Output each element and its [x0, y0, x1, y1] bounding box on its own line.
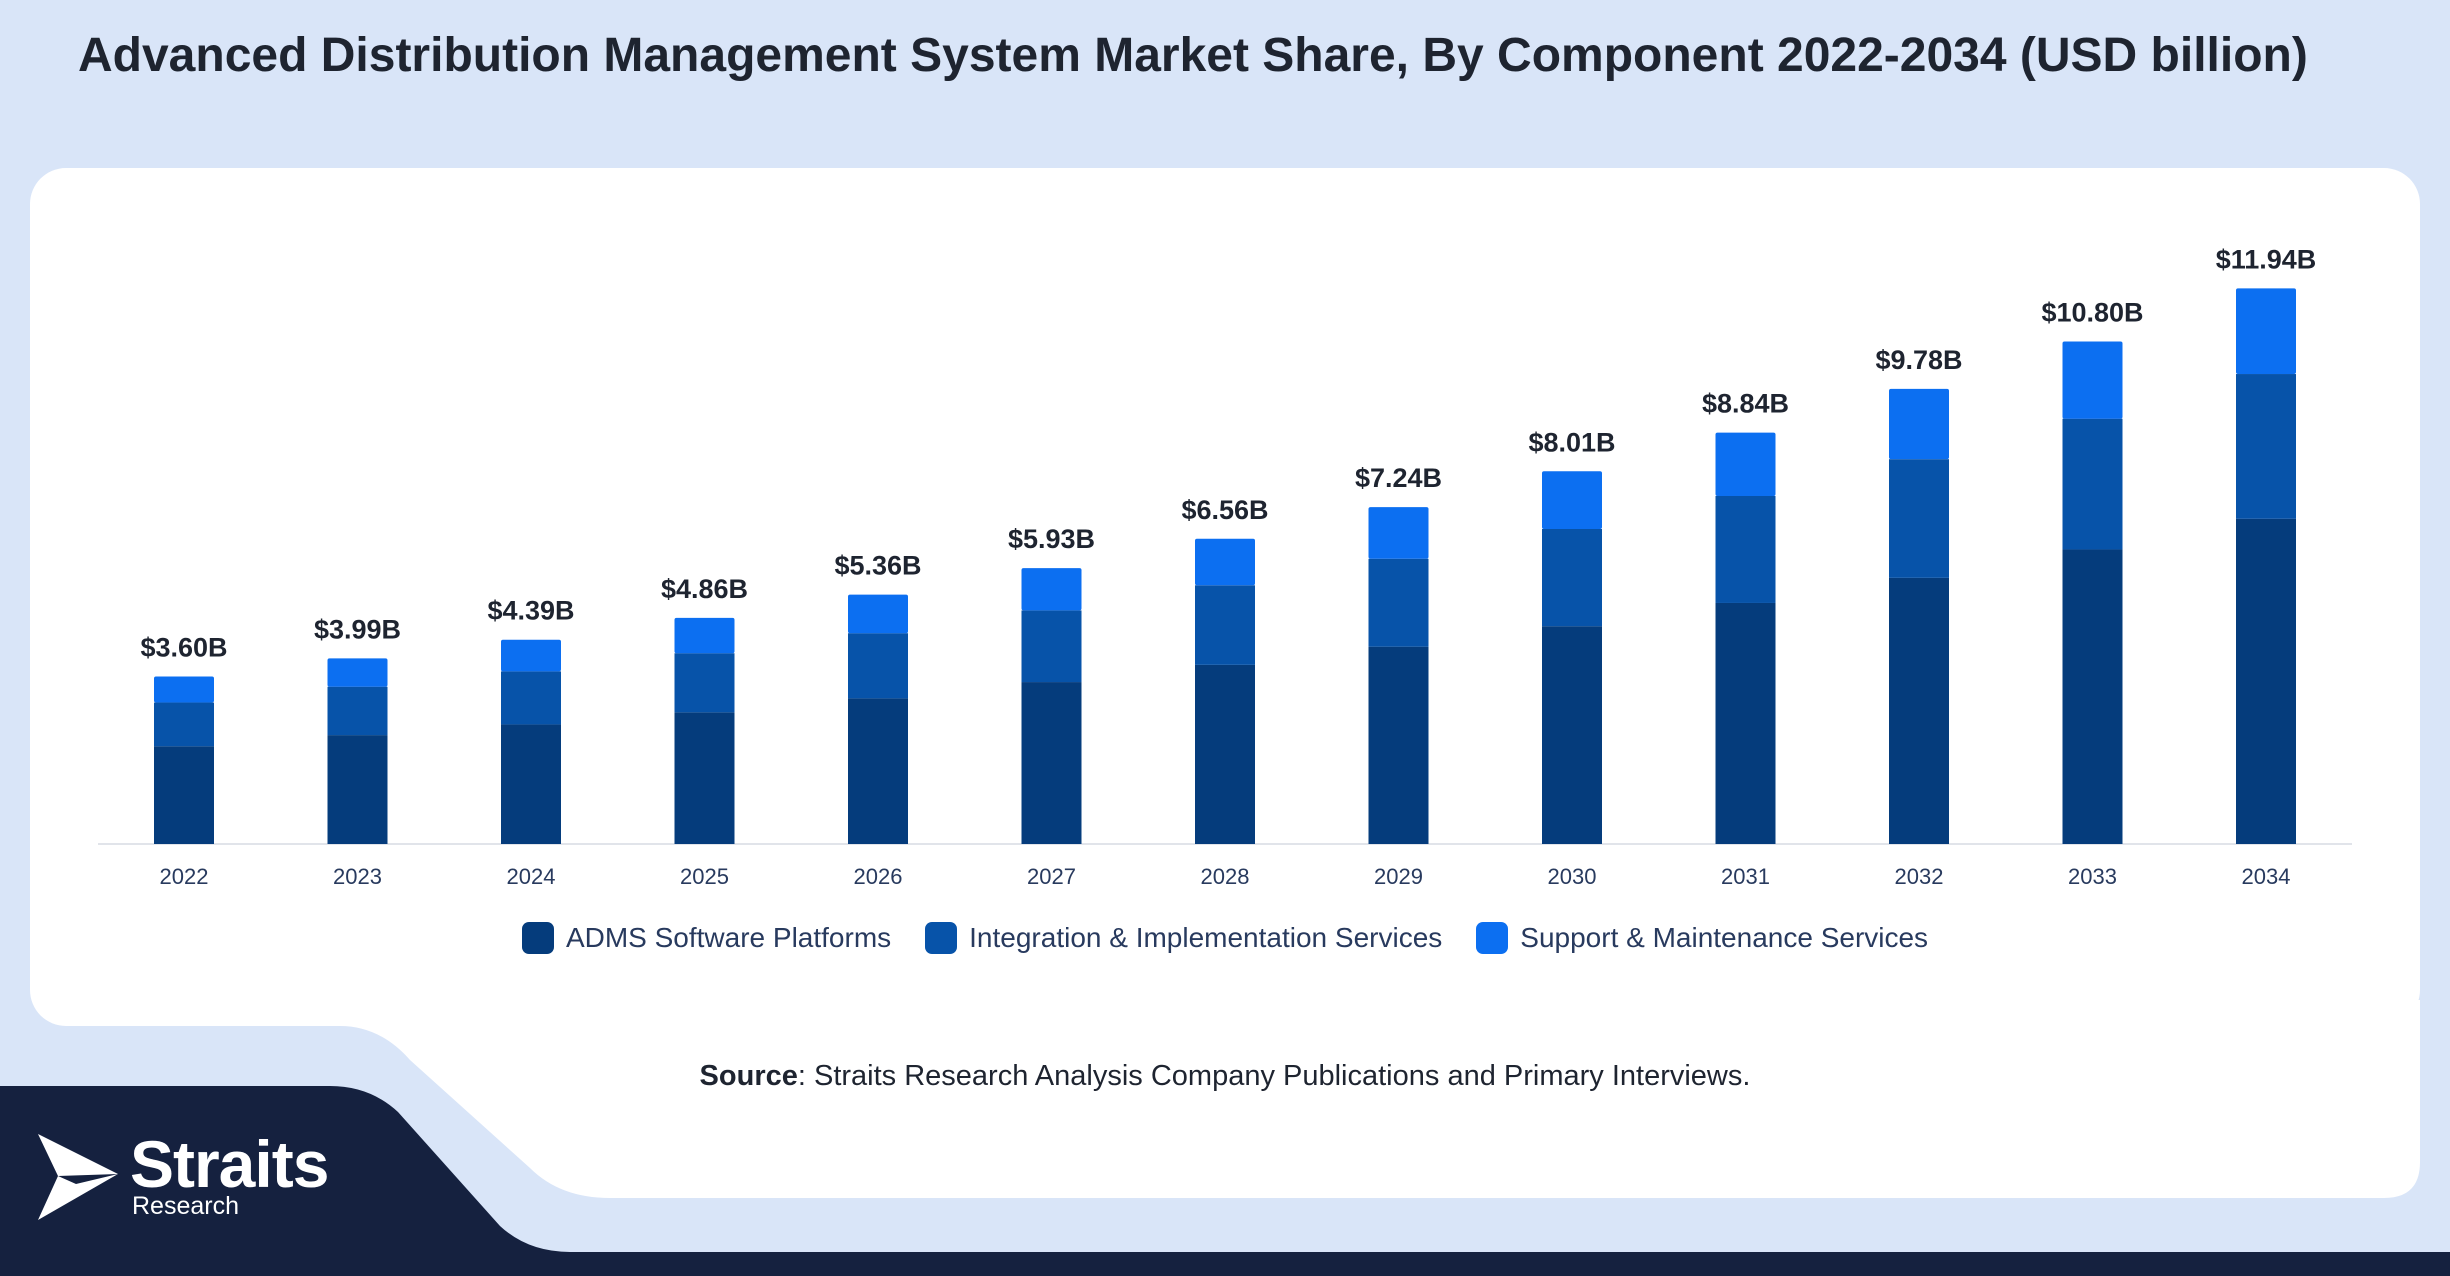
bar-segment-2033-1: [2062, 549, 2123, 844]
bar-segment-2031-3: [1715, 432, 1776, 496]
source-label: Source: [699, 1060, 798, 1092]
bar-segment-2030-3: [1542, 471, 1602, 529]
x-tick-label-2032: 2032: [1895, 864, 1944, 889]
source-text: : Straits Research Analysis Company Publ…: [797, 1060, 1751, 1092]
bar-segment-2030-1: [1542, 626, 1602, 844]
bar-segment-2023-3: [327, 658, 388, 687]
bar-segment-2024-3: [501, 639, 561, 672]
x-tick-label-2022: 2022: [160, 864, 209, 889]
total-label-2026: $5.36B: [834, 551, 921, 581]
bar-segment-2031-2: [1715, 495, 1776, 603]
bar-segment-2026-2: [848, 633, 908, 699]
bar-segment-2032-3: [1889, 388, 1949, 460]
bar-segment-2025-1: [674, 712, 735, 844]
logo-subtext: Research: [132, 1192, 239, 1220]
bars-group: [154, 288, 2296, 844]
x-tick-labels-group: 2022 2023 2024 2025 2026 2027 2028 2029 2030 2031…: [160, 864, 2291, 889]
bar-segment-2026-1: [848, 698, 908, 844]
source-panel: [150, 1000, 2420, 1198]
bar-segment-2032-1: [1889, 577, 1949, 844]
total-label-2025: $4.86B: [661, 574, 748, 604]
x-tick-label-2033: 2033: [2068, 864, 2117, 889]
legend-item-2: Integration & Implementation Services: [925, 922, 1442, 954]
x-tick-label-2026: 2026: [854, 864, 903, 889]
bar-segment-2032-2: [1889, 459, 1949, 578]
total-label-2024: $4.39B: [487, 596, 574, 626]
bar-segment-2034-1: [2236, 518, 2296, 844]
bar-segment-2023-2: [327, 686, 388, 736]
legend-item-3: Support & Maintenance Services: [1476, 922, 1928, 954]
bar-segment-2034-2: [2236, 374, 2296, 519]
bar-segment-2027-1: [1021, 682, 1082, 844]
x-tick-label-2023: 2023: [333, 864, 382, 889]
bar-segment-2027-3: [1021, 568, 1082, 611]
bar-segment-2028-3: [1195, 538, 1255, 586]
bar-segment-2022-3: [154, 676, 214, 703]
logo-arrow-icon: [38, 1134, 118, 1220]
x-tick-label-2031: 2031: [1721, 864, 1770, 889]
bar-segment-2029-1: [1368, 646, 1429, 844]
bar-segment-2024-2: [501, 671, 561, 725]
bar-segment-2022-1: [154, 746, 214, 844]
bar-segment-2030-2: [1542, 528, 1602, 627]
total-label-2027: $5.93B: [1008, 524, 1095, 554]
bar-segment-2033-3: [2062, 341, 2123, 419]
legend-swatch-3: [1476, 922, 1509, 954]
legend-label-3: Support & Maintenance Services: [1520, 922, 1929, 953]
chart-legend: ADMS Software Platforms Integration & Imp…: [0, 922, 2450, 954]
total-label-2029: $7.24B: [1355, 463, 1442, 493]
x-tick-label-2024: 2024: [507, 864, 556, 889]
total-label-2034: $11.94B: [2216, 244, 2317, 274]
logo-wordmark: Straits: [130, 1127, 329, 1201]
bar-segment-2024-1: [501, 724, 561, 844]
chart-title: Advanced Distribution Management System …: [78, 29, 2308, 82]
total-label-2030: $8.01B: [1528, 427, 1615, 457]
bar-segment-2034-3: [2236, 288, 2296, 375]
footer-band: [0, 1086, 2450, 1276]
x-tick-label-2034: 2034: [2242, 864, 2291, 889]
bar-segment-2022-2: [154, 702, 214, 747]
bar-segment-2029-2: [1368, 558, 1429, 647]
x-tick-label-2028: 2028: [1201, 864, 1250, 889]
bar-segment-2027-2: [1021, 610, 1082, 683]
legend-label-1: ADMS Software Platforms: [565, 922, 892, 953]
total-label-2032: $9.78B: [1875, 345, 1962, 375]
bar-segment-2023-1: [327, 735, 388, 844]
bar-segment-2033-2: [2062, 418, 2123, 550]
brand-logo: Straits Research: [36, 1127, 356, 1228]
x-tick-label-2029: 2029: [1374, 864, 1423, 889]
total-label-2022: $3.60B: [140, 632, 227, 662]
bar-segment-2028-2: [1195, 585, 1255, 665]
bar-segment-2031-1: [1715, 602, 1776, 844]
source-note: Source: Straits Research Analysis Compan…: [0, 1060, 2450, 1093]
x-tick-label-2030: 2030: [1548, 864, 1597, 889]
x-tick-label-2025: 2025: [680, 864, 729, 889]
total-label-2023: $3.99B: [314, 614, 401, 644]
total-labels-group: $3.60B $3.99B $4.39B $4.86B $5.36B $5.93B $6.5…: [140, 244, 2316, 662]
total-label-2028: $6.56B: [1181, 495, 1268, 525]
bar-segment-2025-2: [674, 653, 735, 713]
bar-segment-2029-3: [1368, 507, 1429, 559]
total-label-2031: $8.84B: [1702, 389, 1789, 419]
bar-segment-2025-3: [674, 617, 735, 654]
legend-swatch-1: [521, 922, 554, 954]
bar-segment-2026-3: [848, 594, 908, 634]
bar-segment-2028-1: [1195, 664, 1255, 844]
legend-swatch-2: [925, 922, 958, 954]
total-label-2033: $10.80B: [2041, 297, 2143, 327]
legend-label-2: Integration & Implementation Services: [969, 922, 1443, 953]
legend-item-1: ADMS Software Platforms: [521, 922, 892, 954]
x-tick-label-2027: 2027: [1027, 864, 1076, 889]
